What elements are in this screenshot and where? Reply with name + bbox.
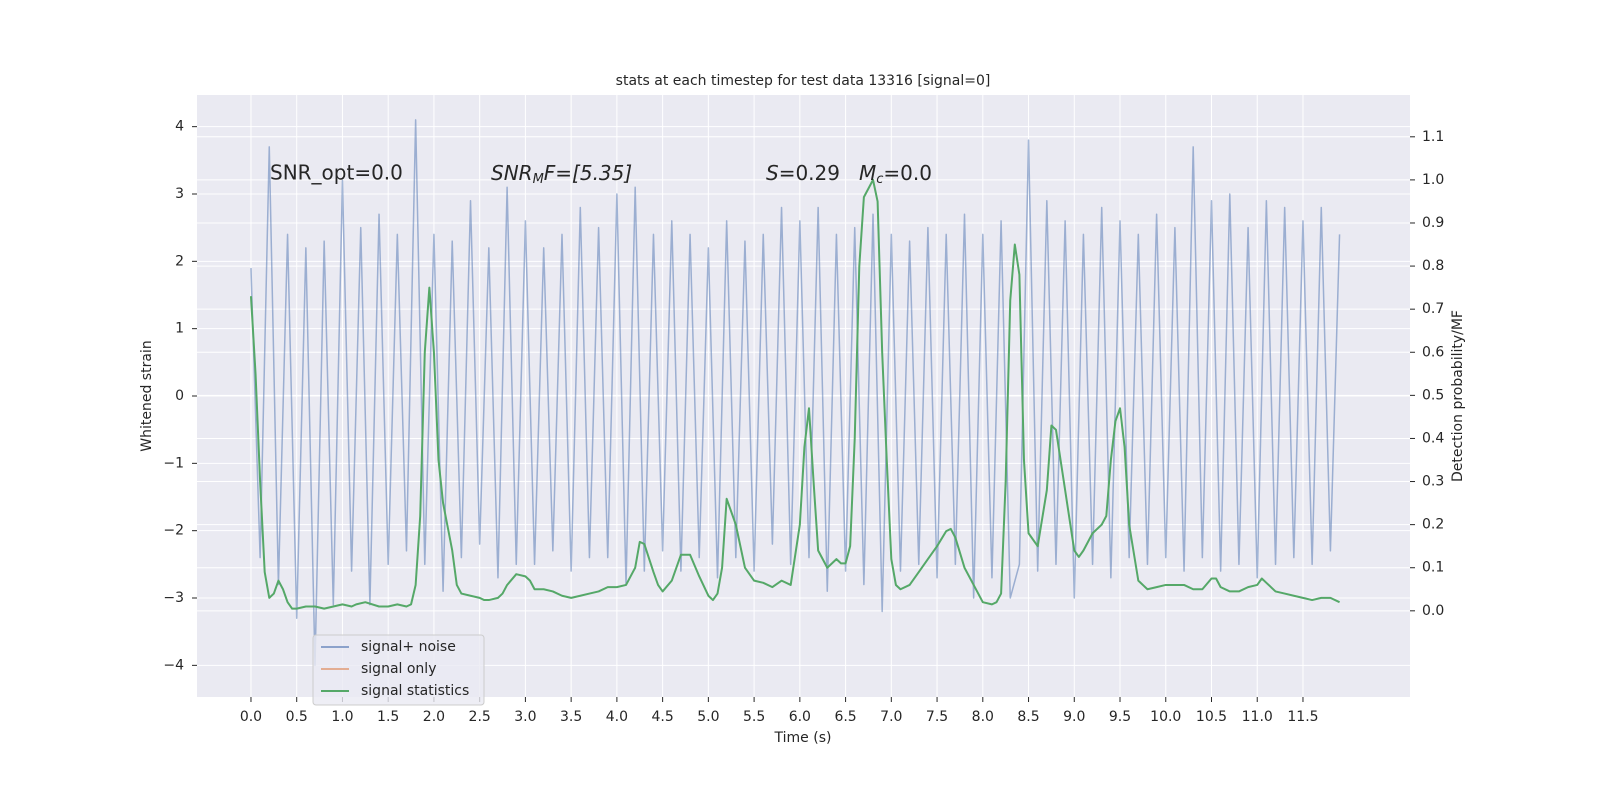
annotation-part: =0.29: [779, 161, 840, 185]
x-tick-label: 1.5: [377, 709, 399, 725]
legend-box: [312, 634, 485, 706]
y-tick-label: 2: [175, 253, 184, 269]
x-tick-label: 0.5: [286, 709, 308, 725]
series-line: [249, 178, 1340, 610]
y2-tick-label: 1.1: [1422, 129, 1444, 145]
x-tick-label: 3.5: [560, 709, 582, 725]
x-tick-label: 4.5: [651, 709, 673, 725]
y-tick-label: 3: [175, 186, 184, 202]
x-tick-label: 6.0: [789, 709, 811, 725]
x-tick-label: 5.5: [743, 709, 765, 725]
x-tick-label: 7.0: [880, 709, 902, 725]
x-tick-label: 6.5: [834, 709, 856, 725]
y-tick-label: −2: [163, 523, 184, 539]
y2-tick-label: 1.0: [1422, 172, 1444, 188]
x-tick-label: 0.0: [240, 709, 262, 725]
annotation: SNRMF=[5.35]: [491, 161, 632, 187]
x-tick-label: 9.5: [1109, 709, 1131, 725]
y2-tick-label: 0.4: [1422, 430, 1444, 446]
x-tick-label: 10.0: [1150, 709, 1181, 725]
legend-label: signal statistics: [361, 683, 469, 699]
annotation-part: =0.0: [883, 161, 932, 185]
ticks: 0.0 0.5 1.0 1.5 2.0 2.5 3.0 3.5 4.0 4.5 5.0 5.5 6.0 6…: [163, 119, 1444, 725]
annotation-part: S: [766, 161, 779, 185]
x-tick-label: 7.5: [926, 709, 948, 725]
y2-axis-label: Detection probability/MF: [1450, 310, 1466, 482]
y2-tick-label: 0.7: [1422, 301, 1444, 317]
x-tick-label: 11.0: [1242, 709, 1273, 725]
x-tick-label: 5.0: [697, 709, 719, 725]
annotation: SNR_opt=0.0: [270, 161, 403, 185]
y2-tick-label: 0.5: [1422, 387, 1444, 403]
annotation-sub: M: [533, 172, 544, 187]
x-tick-label: 2.0: [423, 709, 445, 725]
annotation-part: SNR: [491, 161, 533, 185]
x-tick-label: 11.5: [1287, 709, 1318, 725]
x-tick-label: 3.0: [514, 709, 536, 725]
y-tick-label: 0: [175, 388, 184, 404]
chart-title: stats at each timestep for test data 133…: [616, 73, 991, 89]
legend-label: signal+ noise: [361, 639, 456, 655]
legend-label: signal only: [361, 661, 436, 677]
x-tick-label: 4.0: [606, 709, 628, 725]
y2-tick-label: 0.0: [1422, 603, 1444, 619]
x-tick-label: 10.5: [1196, 709, 1227, 725]
annotation-part: F=[5.35]: [544, 161, 632, 185]
annotation-part: M: [859, 161, 876, 185]
x-tick-label: 8.5: [1017, 709, 1039, 725]
y-tick-label: −1: [163, 455, 184, 471]
y2-tick-label: 0.8: [1422, 258, 1444, 274]
annotation: Mc=0.0: [859, 161, 932, 187]
annotation: S=0.29: [766, 161, 840, 185]
y2-tick-label: 0.6: [1422, 344, 1444, 360]
y2-tick-label: 0.1: [1422, 560, 1444, 576]
y2-tick-label: 0.2: [1422, 517, 1444, 533]
series-line: [250, 119, 1341, 667]
y-axis-label: Whitened strain: [139, 340, 155, 451]
x-axis-label: Time (s): [774, 730, 832, 746]
y2-tick-label: 0.3: [1422, 474, 1444, 490]
x-tick-label: 2.5: [469, 709, 491, 725]
legend: signal+ noise signal only signal statistic…: [312, 634, 485, 706]
annotation-sub: c: [876, 172, 883, 187]
marks: [249, 119, 1341, 667]
y-tick-label: −4: [163, 657, 184, 673]
x-tick-label: 8.0: [972, 709, 994, 725]
x-tick-label: 9.0: [1063, 709, 1085, 725]
y-tick-label: 1: [175, 321, 184, 337]
x-tick-label: 1.0: [331, 709, 353, 725]
y2-tick-label: 0.9: [1422, 215, 1444, 231]
y-tick-label: 4: [175, 119, 184, 135]
y-tick-label: −3: [163, 590, 184, 606]
